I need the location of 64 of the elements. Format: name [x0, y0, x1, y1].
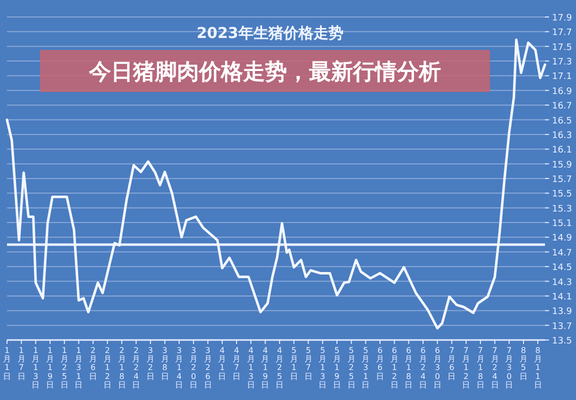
y-tick-label: 13.7	[552, 322, 572, 332]
y-tick-label: 15.1	[552, 219, 572, 230]
x-tick-label: 2月24日	[132, 346, 140, 390]
x-tick-label: 5月31日	[362, 346, 370, 390]
y-tick-label: 15.3	[552, 204, 572, 214]
x-tick-label: 6月6日	[376, 346, 384, 381]
x-tick-label: 5月25日	[347, 346, 356, 390]
y-tick-label: 17.1	[552, 72, 572, 82]
x-tick-label: 2月12日	[103, 346, 112, 390]
x-tick-label: 3月20日	[190, 346, 198, 390]
x-tick-label: 6月30日	[433, 346, 442, 390]
y-tick-label: 14.9	[552, 234, 572, 244]
x-tick-label: 6月18日	[404, 346, 413, 390]
y-tick-label: 13.5	[552, 336, 572, 346]
y-tick-label: 15.7	[552, 175, 572, 185]
y-tick-label: 17.5	[552, 42, 572, 53]
x-tick-label: 4月13日	[246, 346, 255, 390]
y-tick-label: 16.3	[552, 130, 572, 141]
x-tick-label: 1月31日	[74, 346, 83, 390]
x-tick-label: 1月7日	[17, 346, 26, 381]
x-tick-label: 3月8日	[160, 346, 169, 381]
x-tick-label: 5月7日	[304, 346, 312, 381]
y-tick-label: 14.5	[552, 263, 572, 274]
y-tick-label: 14.1	[552, 292, 572, 302]
x-tick-label: 4月19日	[261, 346, 270, 390]
y-tick-label: 15.9	[552, 160, 572, 170]
x-tick-label: 3月26日	[204, 346, 212, 390]
x-tick-label: 7月18日	[476, 346, 484, 390]
x-tick-label: 3月14日	[175, 346, 184, 390]
y-tick-label: 17.9	[552, 14, 572, 24]
x-tick-label: 7月12日	[462, 346, 470, 390]
x-tick-label: 7月6日	[448, 346, 456, 381]
x-tick-label: 5月13日	[318, 346, 327, 390]
y-tick-label: 17.7	[552, 28, 572, 38]
y-tick-label: 16.9	[552, 86, 572, 97]
x-tick-label: 2月6日	[89, 346, 98, 381]
x-tick-label: 2月18日	[118, 346, 126, 390]
x-tick-label: 4月1日	[218, 346, 226, 381]
x-tick-label: 1月25日	[60, 346, 68, 390]
x-tick-label: 5月1日	[290, 346, 298, 381]
y-tick-label: 14.3	[552, 278, 572, 288]
line-series	[6, 38, 546, 330]
x-tick-label: 3月2日	[146, 346, 154, 381]
y-tick-label: 15.5	[552, 190, 572, 200]
x-tick-label: 5月19日	[332, 346, 341, 390]
x-tick-label: 1月1日	[3, 346, 11, 381]
x-tick-label: 1月19日	[46, 346, 54, 390]
x-tick-label: 1月13日	[32, 346, 40, 390]
annotation: 今日猪脚肉价格走势，最新行情分析	[88, 59, 441, 85]
x-tick-label: 6月24日	[419, 346, 428, 390]
y-tick-label: 16.7	[552, 102, 572, 112]
text: 2023年生猪价格走势	[196, 24, 344, 42]
x-tick-label: 7月24日	[490, 346, 499, 390]
x-tick-label: 8月5日	[519, 346, 528, 381]
y-tick-label: 17.3	[552, 58, 572, 68]
x-tick-label: 7月30日	[505, 346, 514, 390]
y-tick-label: 14.7	[552, 248, 572, 258]
x-tick-label: 8月11日	[534, 346, 542, 390]
x-tick-label: 6月12日	[390, 346, 398, 390]
y-tick-label: 13.9	[552, 307, 572, 318]
x-tick-label: 4月7日	[232, 346, 241, 381]
y-tick-label: 16.1	[552, 146, 572, 156]
y-tick-label: 16.5	[552, 116, 572, 126]
x-tick-label: 4月25日	[276, 346, 284, 390]
